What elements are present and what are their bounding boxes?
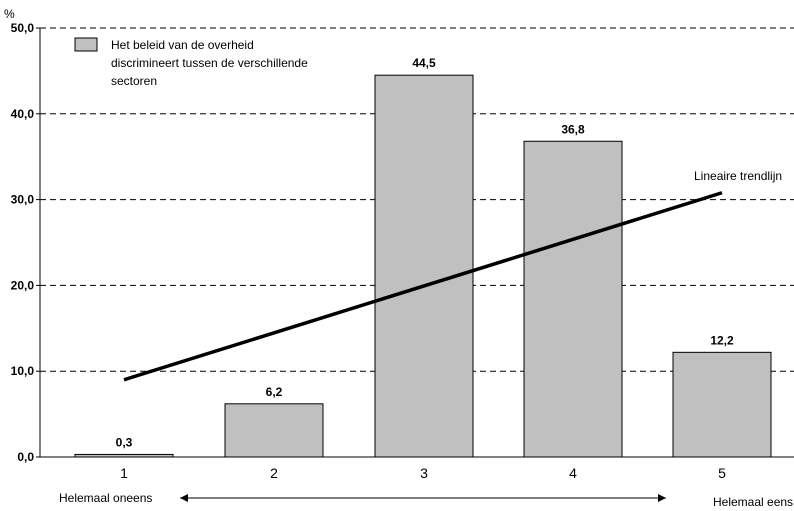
trendline (123, 191, 723, 382)
bar-5 (672, 351, 772, 458)
data-label: 0,3 (116, 435, 133, 449)
y-tick-label: 50,0 (11, 21, 35, 35)
x-axis-labels: 1 2 3 4 5 (120, 465, 726, 481)
x-tick-label: 2 (270, 465, 278, 481)
y-tick-label: 0,0 (17, 450, 34, 464)
x-tick-label: 4 (569, 465, 577, 481)
x-tick-label: 5 (718, 465, 726, 481)
bars (74, 74, 772, 458)
data-labels: 0,3 6,2 44,5 36,8 12,2 (116, 56, 734, 449)
axes (39, 28, 794, 458)
legend-line-2: discrimineert tussen de verschillende (111, 56, 308, 70)
data-label: 12,2 (710, 333, 734, 347)
y-tick-label: 10,0 (11, 364, 35, 378)
bar-2 (224, 403, 324, 458)
scale-left-label: Helemaal oneens (59, 491, 152, 505)
legend-line-1: Het beleid van de overheid (111, 38, 254, 52)
y-tick-label: 30,0 (11, 193, 35, 207)
legend-swatch (74, 37, 98, 52)
y-unit-label: % (4, 7, 15, 21)
trendline-line (123, 191, 723, 382)
data-label: 36,8 (561, 122, 585, 136)
x-tick-label: 1 (120, 465, 128, 481)
legend: Het beleid van de overheid discrimineert… (74, 37, 308, 88)
trendline-label: Lineaire trendlijn (694, 169, 782, 183)
data-label: 44,5 (412, 56, 436, 70)
y-tick-label: 20,0 (11, 278, 35, 292)
y-axis-ticks: 0,0 10,0 20,0 30,0 40,0 50,0 (11, 21, 40, 464)
bar-4 (523, 140, 623, 458)
scale-right-label: Helemaal eens (713, 495, 793, 509)
y-tick-label: 40,0 (11, 107, 35, 121)
legend-line-3: sectoren (111, 74, 157, 88)
gridlines (40, 27, 794, 372)
scale-arrow-left-head (180, 494, 188, 502)
scale-arrow-right-head (658, 494, 666, 502)
bar-3 (374, 74, 474, 458)
x-tick-label: 3 (420, 465, 428, 481)
data-label: 6,2 (266, 385, 283, 399)
scale-arrow (180, 494, 666, 502)
